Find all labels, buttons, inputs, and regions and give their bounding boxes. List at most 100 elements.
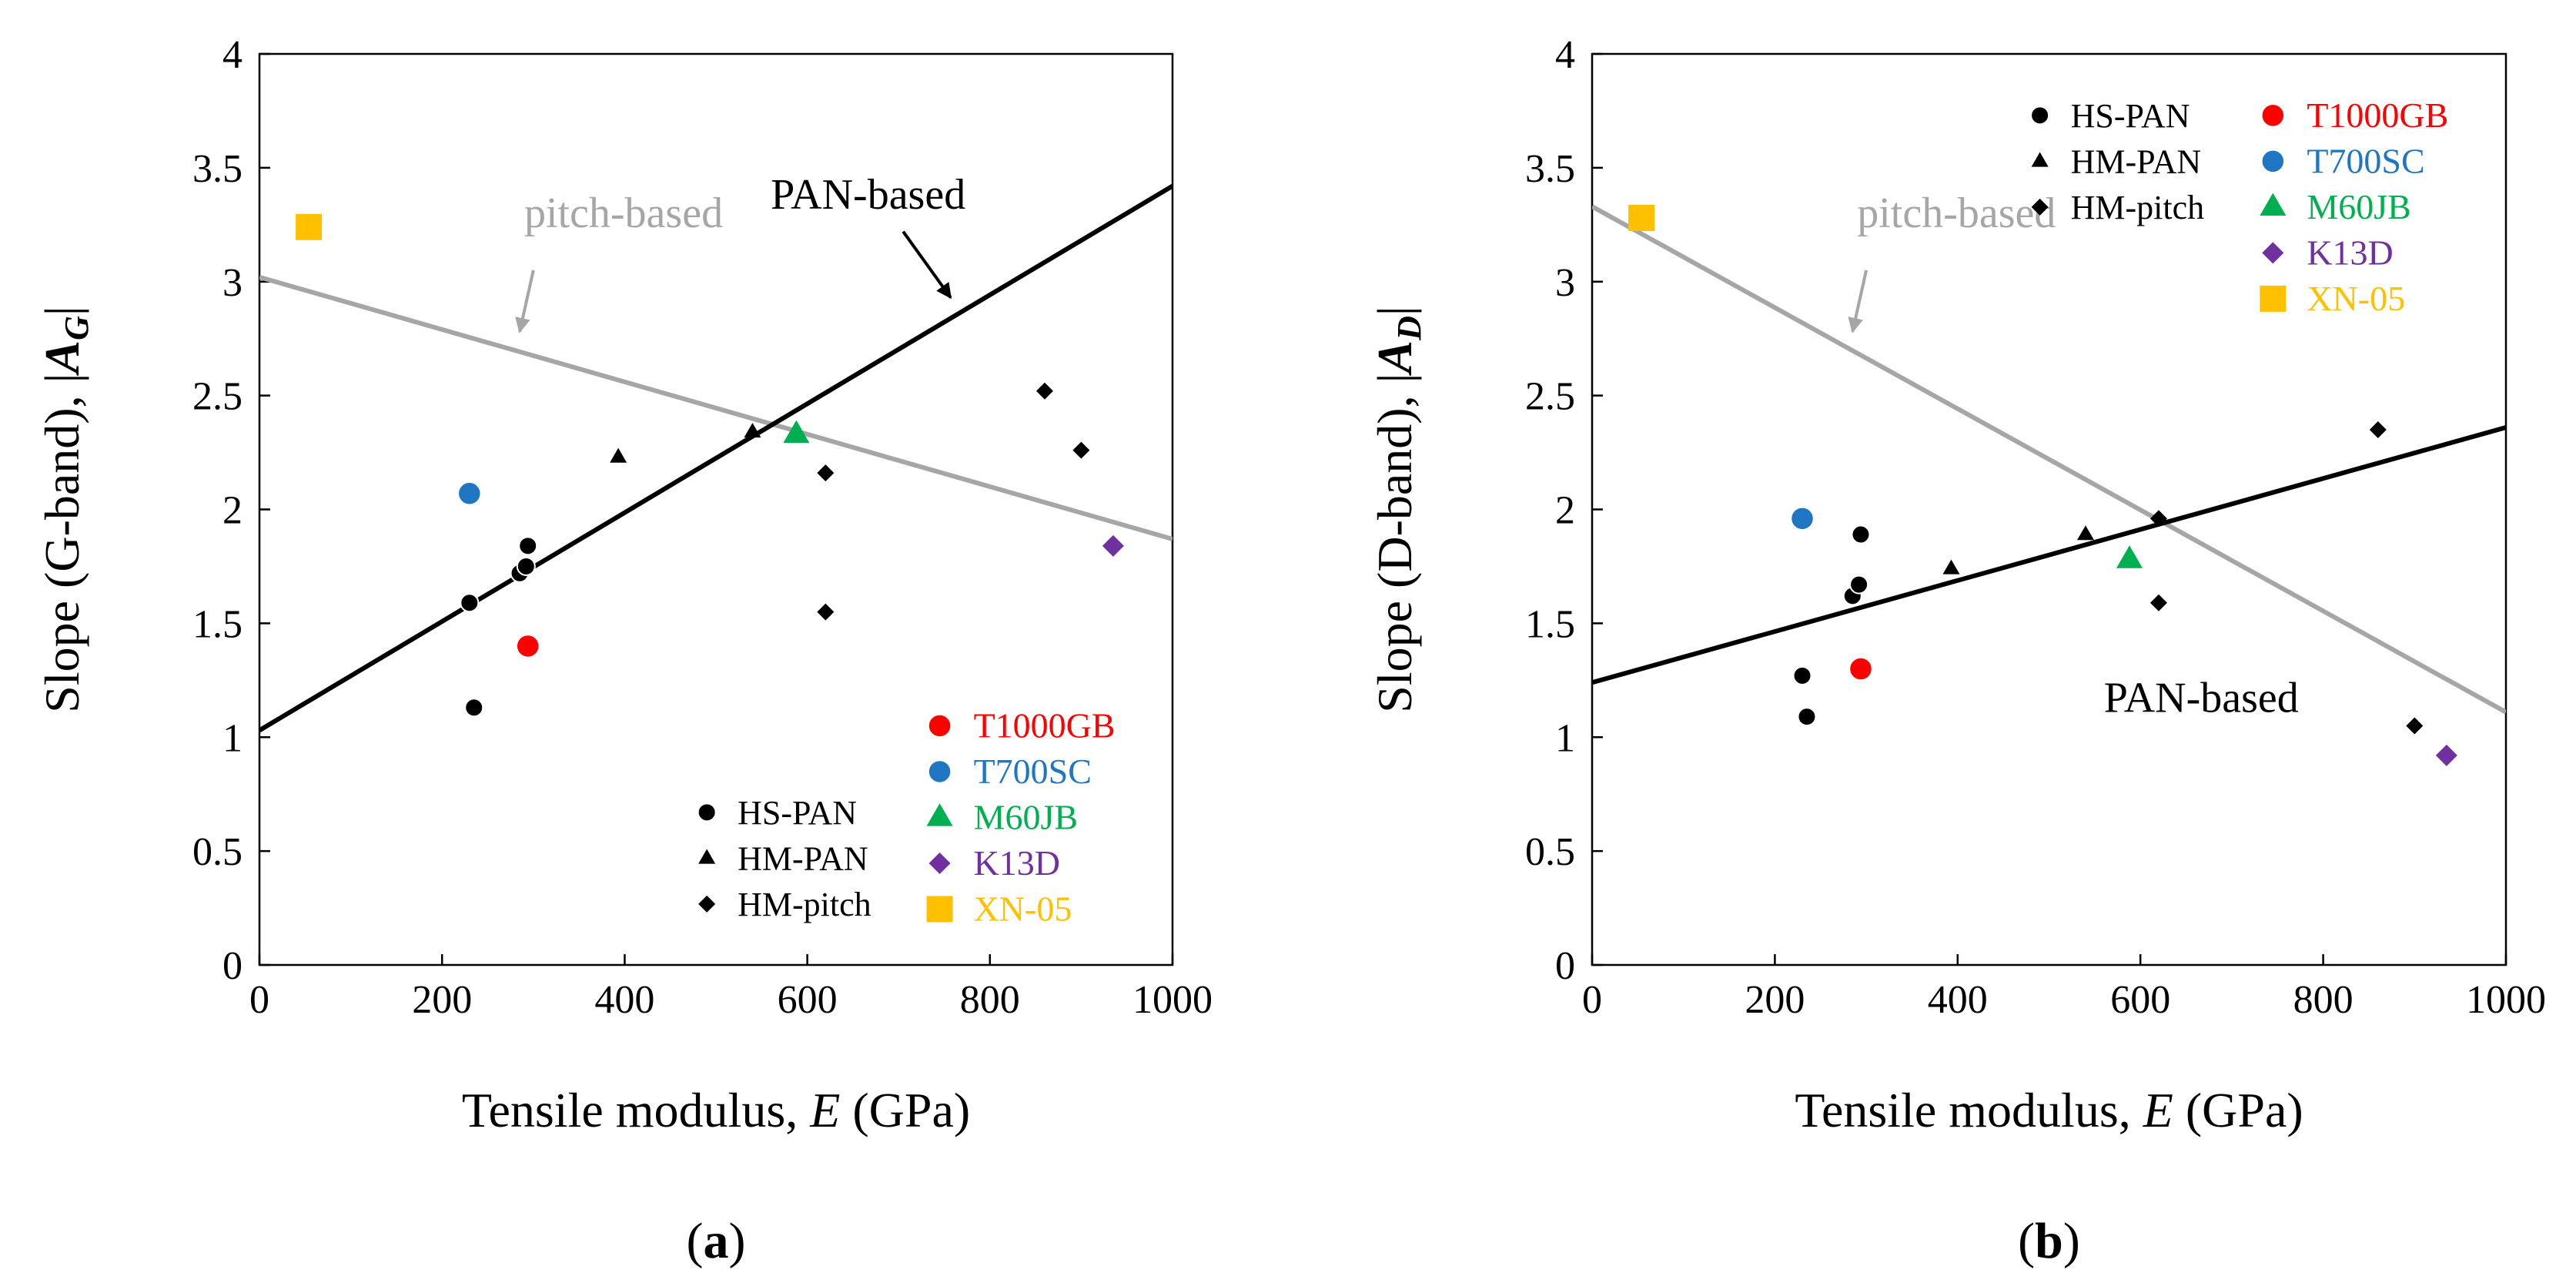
panel-label: (a) [687, 1213, 746, 1269]
y-tick-label: 3.5 [192, 147, 243, 191]
legend-label-xn-05: XN-05 [974, 889, 1072, 928]
fit-line-pitch-based [259, 274, 1173, 541]
x-tick-label: 1000 [2466, 978, 2546, 1022]
y-tick-label: 1.5 [1525, 602, 1575, 646]
annotation-arrow-pitch-based [1848, 270, 1868, 333]
legend-marker-xn-05 [2260, 285, 2287, 312]
legend-marker-t1000gb [927, 713, 952, 739]
annotation-pitch-based: pitch-based [1857, 189, 2056, 237]
legend-label-t700sc: T700SC [974, 752, 1092, 791]
point-xn-05 [1628, 204, 1655, 231]
legend-marker-t700sc [2260, 149, 2286, 174]
point-hm-pitch [2149, 594, 2167, 611]
x-tick-label: 400 [594, 978, 654, 1022]
x-tick-label: 800 [960, 978, 1020, 1022]
legend-marker-m60jb [926, 803, 953, 826]
y-tick-label: 4 [1555, 33, 1575, 77]
y-tick-label: 1 [1555, 716, 1575, 760]
y-tick-label: 4 [222, 33, 243, 77]
panel-a: 0 0.5 1 1.5 2 2.5 3 3.5 4 0 200 400 600 800 1000 Tensil… [35, 33, 1213, 1269]
legend-label-hm-pitch: HM-pitch [738, 886, 871, 923]
legend-marker-hs-pan [2030, 106, 2050, 126]
legend-label-hm-pan: HM-PAN [738, 839, 868, 877]
y-tick-label: 0 [1555, 944, 1575, 988]
annotation-arrow-pan-based [902, 230, 952, 300]
point-hs-pan [464, 698, 484, 718]
point-t1000gb [515, 633, 540, 659]
point-hm-pan [610, 447, 627, 463]
x-tick-label: 1000 [1132, 978, 1213, 1022]
x-axis-title: Tensile modulus, E (GPa) [1795, 1083, 2303, 1137]
y-tick-label: 3 [1555, 261, 1575, 305]
point-m60jb [2116, 545, 2143, 568]
point-hs-pan [1851, 524, 1871, 544]
point-hm-pitch [1072, 441, 1090, 459]
legend-marker-hm-pitch [698, 895, 716, 913]
x-tick-label: 400 [1928, 978, 1988, 1022]
legend-label-m60jb: M60JB [2307, 187, 2410, 226]
annotation-pitch-based: pitch-based [524, 189, 723, 237]
legend-marker-t1000gb [2260, 102, 2286, 129]
y-tick-label: 0 [222, 944, 243, 988]
annotation-arrow-pitch-based [515, 270, 535, 333]
point-xn-05 [296, 213, 323, 240]
legend-label-hm-pitch: HM-pitch [2071, 189, 2205, 226]
point-hm-pan [1942, 559, 1960, 575]
y-tick-label: 2 [222, 489, 243, 533]
legend-marker-t700sc [927, 759, 952, 785]
legend-label-hm-pan: HM-PAN [2071, 142, 2202, 180]
legend-label-t700sc: T700SC [2307, 141, 2424, 180]
panel-b: 0 0.5 1 1.5 2 2.5 3 3.5 4 0 200 400 600 800 1000 Tensil… [1367, 33, 2546, 1269]
legend-label-t1000gb: T1000GB [974, 705, 1116, 745]
x-tick-label: 200 [412, 978, 472, 1022]
y-tick-label: 0.5 [192, 830, 243, 874]
point-t1000gb [1848, 656, 1874, 682]
fit-line-pan-based [259, 183, 1173, 732]
point-hs-pan [516, 556, 536, 576]
legend-label-m60jb: M60JB [974, 797, 1078, 836]
point-hm-pitch [2149, 510, 2167, 528]
point-hm-pan [744, 423, 761, 438]
y-axis-title: Slope (G-band), |AG| [35, 306, 95, 712]
point-hm-pan [2076, 525, 2094, 541]
legend-label-t1000gb: T1000GB [2307, 95, 2448, 135]
legend-label-k13d: K13D [2307, 233, 2393, 272]
point-hm-pitch [2369, 420, 2387, 438]
annotation-pan-based: PAN-based [771, 171, 965, 219]
x-tick-label: 600 [778, 978, 838, 1022]
x-tick-label: 0 [249, 978, 269, 1022]
point-hs-pan [518, 536, 538, 556]
point-hs-pan [1792, 665, 1812, 685]
point-hm-pitch [2406, 717, 2424, 735]
x-tick-label: 800 [2293, 978, 2354, 1022]
fit-line-pitch-based [1592, 204, 2506, 715]
legend-marker-xn-05 [926, 896, 953, 923]
legend-marker-hm-pan [2031, 152, 2049, 167]
legend-label-k13d: K13D [974, 843, 1060, 883]
y-tick-label: 2.5 [192, 375, 243, 419]
point-hm-pitch [1035, 382, 1053, 400]
legend-marker-k13d [928, 852, 951, 874]
y-tick-label: 3 [222, 261, 243, 305]
fit-line-pan-based [1592, 425, 2506, 685]
x-tick-label: 0 [1582, 978, 1602, 1022]
y-tick-label: 2.5 [1525, 375, 1575, 419]
point-t700sc [457, 481, 483, 507]
legend-label-xn-05: XN-05 [2307, 279, 2405, 318]
point-hs-pan [460, 593, 480, 613]
legend-marker-hm-pan [698, 849, 716, 864]
point-t700sc [1789, 506, 1815, 531]
y-axis-title: Slope (D-band), |AD| [1367, 306, 1428, 712]
y-tick-label: 2 [1555, 489, 1575, 533]
point-k13d [2435, 744, 2457, 766]
legend-marker-hm-pitch [2031, 198, 2049, 216]
y-tick-label: 3.5 [1525, 147, 1575, 191]
panel-label: (b) [2018, 1213, 2080, 1269]
point-m60jb [783, 420, 810, 444]
point-hm-pitch [817, 603, 835, 621]
annotation-pan-based: PAN-based [2104, 675, 2299, 722]
legend-label-hs-pan: HS-PAN [738, 794, 857, 832]
legend-label-hs-pan: HS-PAN [2071, 97, 2190, 135]
point-hm-pitch [817, 464, 835, 482]
legend-marker-hs-pan [697, 802, 717, 822]
